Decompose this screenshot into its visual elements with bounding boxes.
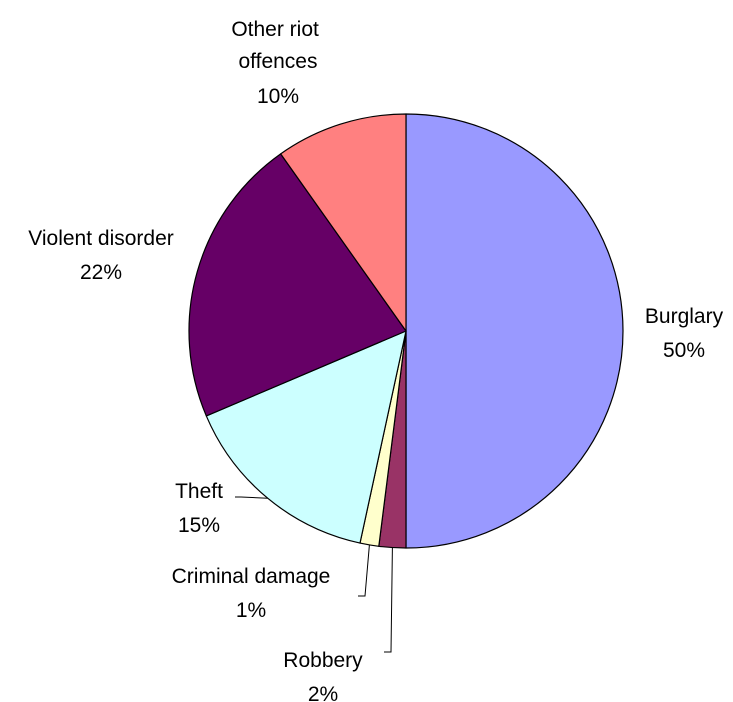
label-robbery-pct: 2% [308, 683, 338, 702]
pie-slice-other-riot-offences [280, 113, 407, 332]
label-theft-name: Theft [175, 480, 223, 503]
label-criminal-damage-name: Criminal damage [172, 565, 331, 588]
label-other-riot-offences-pct: 10% [257, 85, 299, 108]
leader-line-criminal-damage [358, 544, 370, 597]
label-violent-disorder-name: Violent disorder [28, 227, 174, 250]
pie-slice-violent-disorder [188, 153, 407, 417]
slice-labels: Burglary 50% Robbery 2% Criminal damage … [28, 18, 723, 702]
label-violent-disorder-pct: 22% [80, 261, 122, 284]
label-other-riot-offences-name: Other riot offences [231, 18, 324, 73]
leader-line-theft [235, 496, 268, 499]
pie-slices [188, 113, 624, 549]
label-criminal-damage-pct: 1% [236, 599, 266, 622]
label-burglary-pct: 50% [663, 339, 705, 362]
label-burglary-name: Burglary [645, 305, 724, 328]
leader-lines [235, 496, 393, 653]
pie-slice-theft [205, 330, 407, 544]
label-robbery-name: Robbery [283, 649, 363, 672]
pie-slice-burglary [405, 113, 624, 549]
label-theft-pct: 15% [178, 514, 220, 537]
leader-line-robbery [384, 547, 393, 653]
